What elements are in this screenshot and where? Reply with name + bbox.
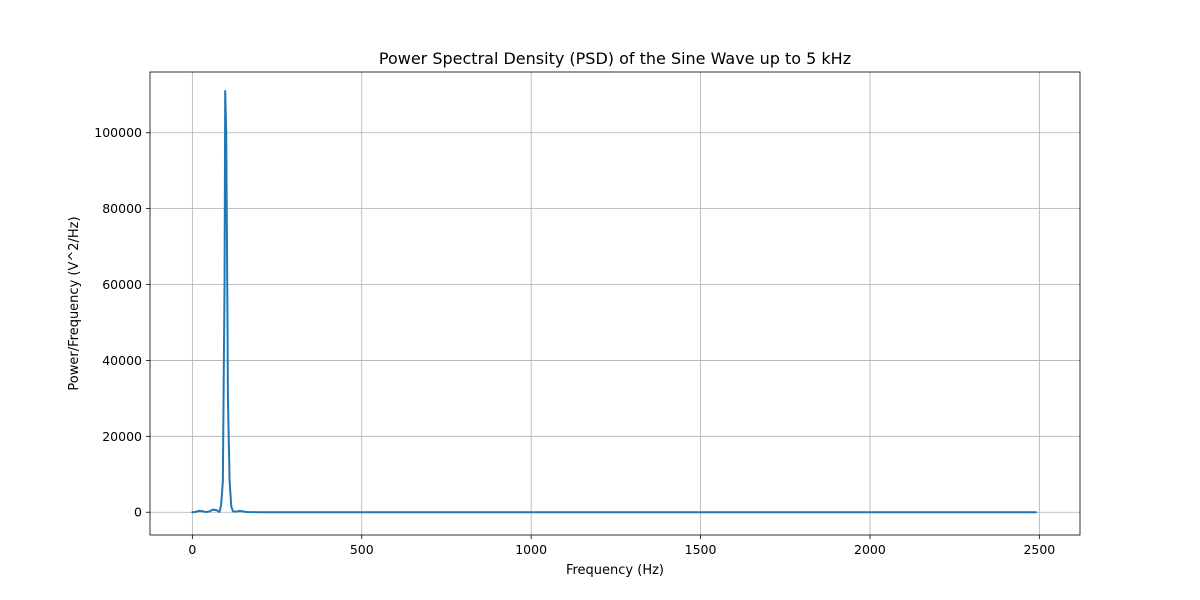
y-tick-label: 40000 [102, 353, 142, 368]
y-tick-label: 0 [134, 505, 142, 520]
x-tick-label: 1500 [685, 542, 717, 557]
x-tick-label: 1000 [515, 542, 547, 557]
plot-frame [149, 71, 1081, 536]
axis-ticks: 0 500 1000 1500 2000 2500 0 20000 40000 60000 8000… [94, 125, 1055, 557]
y-tick-label: 80000 [102, 201, 142, 216]
y-axis-label: Power/Frequency (V^2/Hz) [67, 216, 82, 390]
grid-lines [150, 72, 1080, 535]
y-tick-label: 60000 [102, 277, 142, 292]
x-tick-label: 500 [350, 542, 374, 557]
y-tick-label: 100000 [94, 125, 142, 140]
x-axis-label: Frequency (Hz) [566, 563, 664, 578]
x-tick-label: 2500 [1023, 542, 1055, 557]
psd-series-line [191, 89, 1037, 514]
x-tick-label: 2000 [854, 542, 886, 557]
chart-title: Power Spectral Density (PSD) of the Sine… [379, 49, 851, 68]
y-tick-label: 20000 [102, 429, 142, 444]
x-tick-label: 0 [188, 542, 196, 557]
